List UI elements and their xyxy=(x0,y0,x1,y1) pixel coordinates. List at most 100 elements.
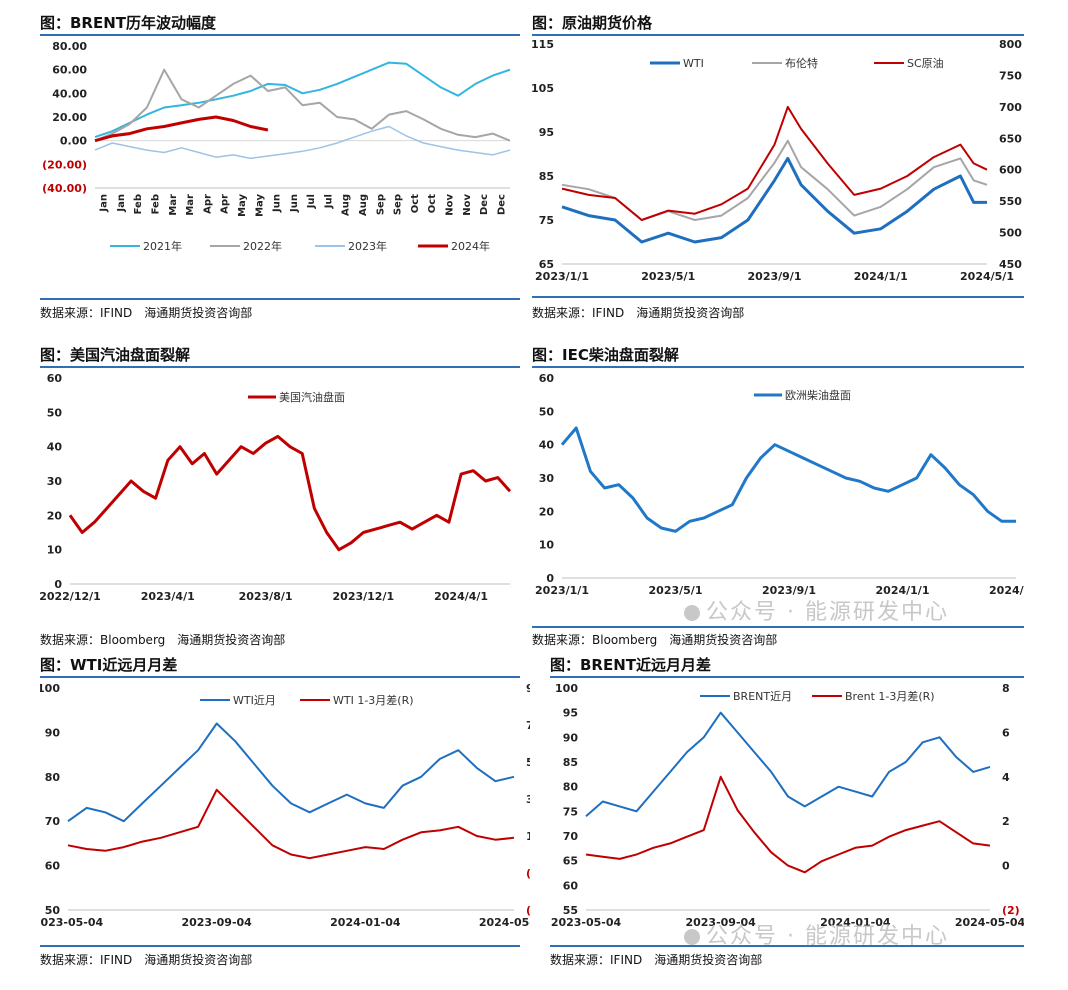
source-rule xyxy=(532,626,1024,628)
y-tick-label: 0.00 xyxy=(60,135,87,148)
watermark-text: 公众号 · 能源研发中心 xyxy=(706,600,949,625)
legend-label: 美国汽油盘面 xyxy=(279,390,345,404)
title-rule xyxy=(40,34,520,36)
y-tick-label: 95 xyxy=(539,126,554,139)
x-tick-label: Jun xyxy=(289,194,300,213)
y-tick-label: 70 xyxy=(563,830,579,843)
x-tick-label: 2024-05-04 xyxy=(479,916,530,929)
legend-label: 2023年 xyxy=(348,239,387,253)
y-tick-label: 95 xyxy=(563,707,578,720)
source-rule xyxy=(532,296,1024,298)
source-rule xyxy=(550,945,1024,947)
y-tick-label: 90 xyxy=(45,726,61,739)
x-tick-label: Jul xyxy=(323,194,334,209)
y-tick-label: 10 xyxy=(47,544,63,557)
x-tick-label: Sep xyxy=(375,194,386,215)
legend-label: 2022年 xyxy=(243,239,282,253)
y-tick-label: 55 xyxy=(563,904,578,917)
y2-tick-label: 700 xyxy=(999,101,1022,114)
panel-wti-spread: 图：WTI近远月月差 100 90 80 70 60 50 9 7 5 3 1 (1) (3) 2023-… xyxy=(40,654,530,974)
y-tick-label: 0 xyxy=(546,572,554,585)
series-line-1 xyxy=(561,156,987,244)
y2-tick-label: 6 xyxy=(1002,726,1010,739)
x-tick-label: 2023-05-04 xyxy=(40,916,104,929)
data-source: 数据来源：IFIND 海通期货投资咨询部 xyxy=(40,953,253,967)
y-tick-label: 75 xyxy=(539,214,554,227)
y-tick-label: 50 xyxy=(539,405,555,418)
panel-title: 图：BRENT近远月月差 xyxy=(550,656,712,674)
series-line-2 xyxy=(94,68,511,142)
x-tick-label: Nov xyxy=(444,194,455,216)
x-tick-label: 2023/12/1 xyxy=(333,590,395,603)
x-tick-label: Mar xyxy=(168,194,179,216)
x-tick-label: 2022/12/1 xyxy=(40,590,101,603)
x-tick-label: Apr xyxy=(202,194,213,214)
x-tick-label: 2023/5/1 xyxy=(641,270,695,283)
y2-tick-label: 500 xyxy=(999,227,1022,240)
y-tick-label: 65 xyxy=(563,855,578,868)
x-tick-label: Oct xyxy=(410,194,421,213)
legend-label: 布伦特 xyxy=(785,56,818,70)
brent-spread-chart: 100 95 90 85 80 75 70 65 60 55 8 6 4 2 0 (2) 2023-05-04 2… xyxy=(551,682,1024,929)
source-rule xyxy=(40,945,520,947)
x-tick-label: 2024/1/1 xyxy=(876,584,930,597)
x-tick-label: May xyxy=(237,194,248,217)
panel-title: 图：美国汽油盘面裂解 xyxy=(40,346,191,364)
y2-tick-label: 750 xyxy=(999,69,1022,82)
x-tick-label: 2023-09-04 xyxy=(181,916,252,929)
y-tick-label: 70 xyxy=(45,815,61,828)
source-rule xyxy=(40,298,520,300)
x-tick-label: Jul xyxy=(306,194,317,209)
watermark: 公众号 · 能源研发中心 xyxy=(684,594,949,626)
series-line-1 xyxy=(94,61,511,139)
y2-tick-label: 3 xyxy=(526,793,530,806)
x-tick-label: 2024-05-04 xyxy=(955,916,1024,929)
series-line-1 xyxy=(560,426,1016,533)
data-source: 数据来源：IFIND 海通期货投资咨询部 xyxy=(40,306,253,320)
x-tick-label: Dec xyxy=(496,194,507,215)
series-line-2 xyxy=(585,775,991,874)
y-tick-label: 50 xyxy=(47,406,63,419)
panel-brent-volatility: 图：BRENT历年波动幅度 80.00 60.00 40.00 20.00 0.00 (2… xyxy=(40,12,520,320)
y2-tick-label: 650 xyxy=(999,132,1022,145)
y-tick-label: 100 xyxy=(40,682,60,695)
y2-tick-label: 550 xyxy=(999,195,1022,208)
panel-title: 图：BRENT历年波动幅度 xyxy=(40,14,217,32)
x-tick-label: Feb xyxy=(151,194,162,214)
x-tick-label: Apr xyxy=(220,194,231,214)
panel-iec-diesel-crack: 图：IEC柴油盘面裂解 60 50 40 30 20 10 0 2023/1/1 2023/5/… xyxy=(532,344,1024,652)
title-rule xyxy=(532,34,1024,36)
data-source: 数据来源：IFIND 海通期货投资咨询部 xyxy=(550,953,763,967)
watermark: 公众号 · 能源研发中心 xyxy=(684,918,949,950)
x-tick-label: 2024-01-04 xyxy=(820,916,891,929)
y-tick-label: 20 xyxy=(47,509,63,522)
y2-tick-label: 7 xyxy=(526,719,530,732)
series-line-3 xyxy=(94,125,511,160)
x-tick-label: 2023-05-04 xyxy=(551,916,622,929)
y-tick-label: 75 xyxy=(563,805,578,818)
y2-tick-label: 800 xyxy=(999,38,1022,51)
data-source: 数据来源：IFIND 海通期货投资咨询部 xyxy=(532,306,745,320)
x-tick-label: 2023/9/1 xyxy=(762,584,816,597)
legend-label: 2024年 xyxy=(451,239,490,253)
panel-title: 图：IEC柴油盘面裂解 xyxy=(532,346,679,364)
y-tick-label: 60 xyxy=(47,372,63,385)
x-tick-label: Jun xyxy=(272,194,283,213)
crude-futures-chart: 1151059585756580075070065060055050045020… xyxy=(532,38,1022,283)
legend-label: WTI近月 xyxy=(233,694,276,707)
y-tick-label: 90 xyxy=(563,731,579,744)
x-tick-label: Jan xyxy=(116,194,127,213)
y-tick-label: 40 xyxy=(539,439,555,452)
y2-tick-label: 5 xyxy=(526,756,530,769)
x-tick-label: 2023-09-04 xyxy=(685,916,756,929)
legend-label: Brent 1-3月差(R) xyxy=(845,689,935,703)
y2-tick-label: 1 xyxy=(526,830,530,843)
x-tick-label: Aug xyxy=(341,194,352,216)
legend-label: SC原油 xyxy=(907,56,944,70)
wti-spread-chart: 100 90 80 70 60 50 9 7 5 3 1 (1) (3) 2023-05-04 2023-0… xyxy=(40,682,530,929)
panel-us-gasoline-crack: 图：美国汽油盘面裂解 60 50 40 30 20 10 0 2022/12/1 2023/4/… xyxy=(40,344,520,652)
y-tick-label: 40 xyxy=(47,441,63,454)
x-tick-label: 2024-01-04 xyxy=(330,916,401,929)
y-tick-label: 20.00 xyxy=(52,111,87,124)
